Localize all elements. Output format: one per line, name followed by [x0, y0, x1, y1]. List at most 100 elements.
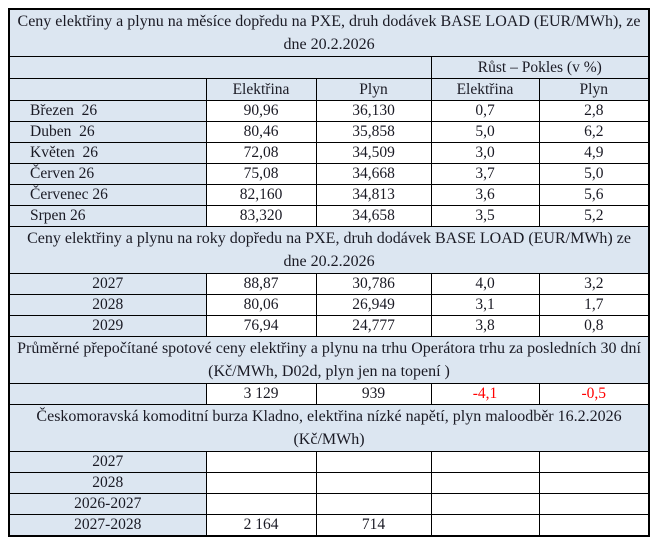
electricity-price-cell: 90,96: [205, 100, 317, 122]
electricity-change-cell: -4,1: [430, 383, 540, 405]
table-row-month: Březen 26 90,96 36,130 0,7 2,8: [8, 100, 650, 122]
electricity-change-cell: 3,1: [430, 294, 540, 316]
section-title-months: Ceny elektřiny a plynu na měsíce dopředu…: [8, 8, 650, 57]
electricity-change-cell: 3,6: [430, 184, 540, 206]
gas-price-cell: 34,658: [315, 205, 432, 227]
gas-change-cell: 0,8: [538, 315, 650, 337]
gas-change-cell: 4,9: [538, 142, 650, 164]
electricity-price-cell: 80,46: [205, 121, 317, 143]
table-row-year: 2029 76,94 24,777 3,8 0,8: [8, 315, 650, 337]
row-label: Červenec 26: [8, 184, 207, 206]
electricity-price-cell: [205, 451, 317, 473]
section-title-row-months: Ceny elektřiny a plynu na měsíce dopředu…: [8, 8, 650, 57]
gas-price-cell: 24,777: [315, 315, 432, 337]
electricity-change-cell: 0,7: [430, 100, 540, 122]
section-title-row-ckb: Českomoravská komoditní burza Kladno, el…: [8, 404, 650, 452]
table-row-month: Červenec 26 82,160 34,813 3,6 5,6: [8, 184, 650, 206]
gas-price-cell: 34,813: [315, 184, 432, 206]
table-row-year: 2028 80,06 26,949 3,1 1,7: [8, 294, 650, 316]
row-label: 2027: [8, 451, 207, 473]
electricity-price-cell: 88,87: [205, 273, 317, 295]
electricity-price-cell: 76,94: [205, 315, 317, 337]
table-row-ckb: 2027-2028 2 164 714: [8, 514, 650, 537]
row-label: Duben 26: [8, 121, 207, 143]
row-label: Květen 26: [8, 142, 207, 164]
section-title-spot: Průměrné přepočítané spotové ceny elektř…: [8, 336, 650, 384]
column-header-gas-change: Plyn: [538, 78, 650, 101]
electricity-change-cell: [430, 514, 540, 537]
electricity-price-cell: [205, 493, 317, 515]
electricity-price-cell: 80,06: [205, 294, 317, 316]
gas-change-cell: [538, 514, 650, 537]
table-row-spot: 3 129 939 -4,1 -0,5: [8, 383, 650, 405]
column-header-blank: [8, 78, 207, 101]
energy-price-table: Ceny elektřiny a plynu na měsíce dopředu…: [8, 8, 651, 537]
electricity-change-cell: [430, 472, 540, 494]
gas-change-cell: 5,2: [538, 205, 650, 227]
row-label: 2027-2028: [8, 514, 207, 537]
column-header-row: Elektřina Plyn Elektřina Plyn: [8, 78, 650, 101]
electricity-price-cell: 75,08: [205, 163, 317, 185]
electricity-change-cell: 3,8: [430, 315, 540, 337]
row-label: 2028: [8, 294, 207, 316]
gas-price-cell: [315, 472, 432, 494]
electricity-change-cell: 3,5: [430, 205, 540, 227]
table-row-ckb: 2028: [8, 472, 650, 494]
gas-change-cell: 2,8: [538, 100, 650, 122]
electricity-change-cell: 3,7: [430, 163, 540, 185]
table-row-month: Červen 26 75,08 34,668 3,7 5,0: [8, 163, 650, 185]
column-header-gas: Plyn: [315, 78, 432, 101]
gas-price-cell: 714: [315, 514, 432, 537]
row-label: 2028: [8, 472, 207, 494]
gas-price-cell: 34,509: [315, 142, 432, 164]
gas-change-cell: [538, 493, 650, 515]
column-header-electricity-change: Elektřina: [430, 78, 540, 101]
gas-price-cell: 34,668: [315, 163, 432, 185]
row-label: [8, 383, 207, 405]
electricity-price-cell: [205, 472, 317, 494]
gas-change-cell: 3,2: [538, 273, 650, 295]
electricity-change-cell: [430, 451, 540, 473]
gas-price-cell: 26,949: [315, 294, 432, 316]
table-row-ckb: 2027: [8, 451, 650, 473]
table-row-ckb: 2026-2027: [8, 493, 650, 515]
electricity-price-cell: 82,160: [205, 184, 317, 206]
electricity-change-cell: 3,0: [430, 142, 540, 164]
gas-change-cell: 5,0: [538, 163, 650, 185]
table-row-month: Duben 26 80,46 35,858 5,0 6,2: [8, 121, 650, 143]
section-title-years: Ceny elektřiny a plynu na roky dopředu n…: [8, 226, 650, 274]
electricity-price-cell: 83,320: [205, 205, 317, 227]
gas-change-cell: 5,6: [538, 184, 650, 206]
table-row-month: Srpen 26 83,320 34,658 3,5 5,2: [8, 205, 650, 227]
row-label: 2027: [8, 273, 207, 295]
section-title-row-years: Ceny elektřiny a plynu na roky dopředu n…: [8, 226, 650, 274]
gas-change-cell: 1,7: [538, 294, 650, 316]
gas-change-cell: [538, 472, 650, 494]
row-label: Červen 26: [8, 163, 207, 185]
gas-price-cell: 35,858: [315, 121, 432, 143]
gas-price-cell: 36,130: [315, 100, 432, 122]
growth-header-row: Růst – Pokles (v %): [8, 56, 650, 79]
gas-price-cell: 30,786: [315, 273, 432, 295]
electricity-price-cell: 72,08: [205, 142, 317, 164]
column-header-electricity: Elektřina: [205, 78, 317, 101]
gas-change-cell: 6,2: [538, 121, 650, 143]
row-label: 2026-2027: [8, 493, 207, 515]
section-title-ckb: Českomoravská komoditní burza Kladno, el…: [8, 404, 650, 452]
electricity-change-cell: [430, 493, 540, 515]
table-row-month: Květen 26 72,08 34,509 3,0 4,9: [8, 142, 650, 164]
electricity-price-cell: 3 129: [205, 383, 317, 405]
table-row-year: 2027 88,87 30,786 4,0 3,2: [8, 273, 650, 295]
gas-price-cell: [315, 451, 432, 473]
growth-header-spacer: [8, 56, 432, 79]
gas-price-cell: [315, 493, 432, 515]
gas-price-cell: 939: [315, 383, 432, 405]
gas-change-cell: -0,5: [538, 383, 650, 405]
electricity-change-cell: 4,0: [430, 273, 540, 295]
electricity-change-cell: 5,0: [430, 121, 540, 143]
row-label: 2029: [8, 315, 207, 337]
row-label: Srpen 26: [8, 205, 207, 227]
electricity-price-cell: 2 164: [205, 514, 317, 537]
row-label: Březen 26: [8, 100, 207, 122]
